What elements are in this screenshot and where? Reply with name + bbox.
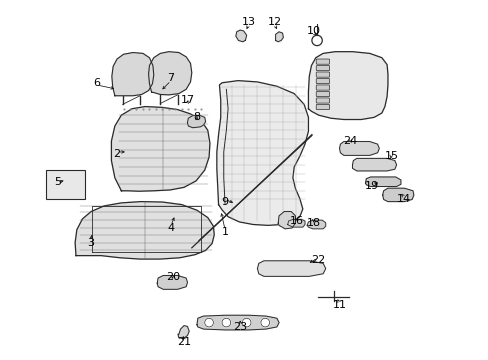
Text: 21: 21: [177, 337, 191, 347]
FancyBboxPatch shape: [316, 104, 329, 109]
Polygon shape: [278, 212, 295, 229]
Text: 9: 9: [221, 197, 228, 207]
Text: 7: 7: [167, 73, 174, 84]
Polygon shape: [339, 141, 379, 156]
Polygon shape: [75, 202, 214, 259]
Circle shape: [242, 318, 250, 327]
Circle shape: [261, 318, 269, 327]
Text: 12: 12: [267, 17, 281, 27]
Polygon shape: [111, 107, 209, 191]
Text: 13: 13: [242, 17, 255, 27]
Polygon shape: [257, 261, 325, 276]
Text: 22: 22: [310, 255, 325, 265]
Text: 18: 18: [306, 218, 320, 228]
Polygon shape: [148, 52, 191, 95]
Polygon shape: [197, 315, 279, 330]
Polygon shape: [306, 220, 325, 229]
Circle shape: [204, 318, 213, 327]
Polygon shape: [308, 52, 387, 120]
Text: 11: 11: [332, 300, 346, 310]
Circle shape: [222, 318, 230, 327]
Text: 16: 16: [289, 216, 303, 226]
Polygon shape: [157, 275, 187, 289]
FancyBboxPatch shape: [316, 78, 329, 84]
Polygon shape: [112, 53, 153, 96]
Text: 19: 19: [364, 181, 378, 192]
Text: 15: 15: [384, 151, 398, 161]
Text: 2: 2: [113, 149, 121, 159]
Text: 5: 5: [54, 177, 61, 187]
Text: 17: 17: [180, 95, 194, 105]
Polygon shape: [382, 188, 413, 202]
Polygon shape: [178, 325, 189, 338]
FancyBboxPatch shape: [316, 72, 329, 77]
Text: 8: 8: [193, 112, 200, 122]
Polygon shape: [187, 116, 205, 128]
FancyBboxPatch shape: [316, 91, 329, 96]
Polygon shape: [365, 177, 400, 186]
Text: 3: 3: [87, 238, 94, 248]
Text: 6: 6: [93, 78, 100, 88]
Bar: [46, 171, 84, 199]
Text: 14: 14: [396, 194, 410, 204]
FancyBboxPatch shape: [316, 66, 329, 71]
Text: 20: 20: [166, 272, 180, 282]
Text: 1: 1: [221, 227, 228, 237]
Text: 4: 4: [167, 222, 174, 233]
Text: 23: 23: [233, 322, 247, 332]
Text: 10: 10: [306, 26, 320, 36]
Polygon shape: [235, 30, 246, 42]
FancyBboxPatch shape: [316, 98, 329, 103]
Text: 24: 24: [343, 136, 357, 146]
FancyBboxPatch shape: [316, 59, 329, 64]
Polygon shape: [352, 158, 396, 171]
Polygon shape: [287, 219, 305, 227]
Polygon shape: [216, 81, 308, 225]
Polygon shape: [275, 32, 283, 42]
FancyBboxPatch shape: [316, 85, 329, 90]
